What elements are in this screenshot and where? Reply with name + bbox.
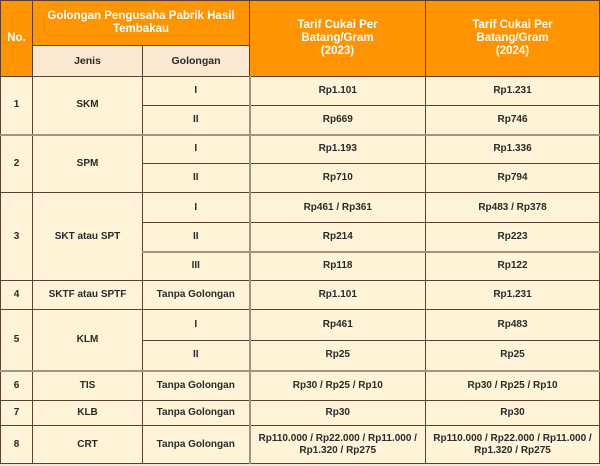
row-tarif-2023: Rp710 <box>249 163 426 193</box>
row-golongan: I <box>142 309 251 341</box>
row-jenis: CRT <box>32 425 143 464</box>
row-tarif-2024: Rp223 <box>425 222 600 252</box>
row-golongan: Tanpa Golongan <box>142 280 251 310</box>
header-jenis: Jenis <box>32 45 143 77</box>
table-row: 2 SPM I Rp1.193 Rp1.336 <box>0 133 600 193</box>
table-row: 3 SKT atau SPT I Rp461 / Rp361 Rp483 / R… <box>0 192 600 281</box>
row-tarif-2024: Rp483 / Rp378 <box>425 192 600 223</box>
table-row: II Rp669 Rp746 <box>1 105 600 135</box>
table-row: II Rp214 Rp223 <box>1 222 600 252</box>
row-golongan: I <box>142 76 251 106</box>
row-no: 2 <box>0 133 33 193</box>
row-tarif-2024: Rp1.336 <box>425 133 600 164</box>
row-tarif-2023: Rp461 <box>249 309 426 341</box>
row-jenis: SPM <box>32 133 143 193</box>
row-golongan: Tanpa Golongan <box>142 425 251 464</box>
table-row: III Rp118 Rp122 <box>1 250 600 281</box>
table-row: II Rp710 Rp794 <box>1 163 600 193</box>
header-golongan: Golongan <box>142 45 250 77</box>
row-golongan: II <box>142 222 251 252</box>
row-tarif-2024: Rp110.000 / Rp22.000 / Rp11.000 / Rp1.32… <box>425 425 600 464</box>
row-tarif-2023: Rp1.101 <box>249 76 426 106</box>
row-tarif-2024: Rp746 <box>425 105 600 135</box>
row-jenis: KLM <box>32 309 143 371</box>
row-tarif-2024: Rp483 <box>425 309 600 341</box>
header-group-title: Golongan Pengusaha Pabrik Hasil Tembakau <box>32 0 250 46</box>
row-golongan: II <box>142 340 251 371</box>
table-row: 6 TIS Tanpa Golongan Rp30 / Rp25 / Rp10 … <box>0 369 600 401</box>
row-tarif-2023: Rp25 <box>249 340 426 371</box>
row-jenis: TIS <box>32 369 143 401</box>
row-jenis: SKM <box>32 76 143 135</box>
row-tarif-2023: Rp214 <box>249 222 426 252</box>
row-tarif-2024: Rp25 <box>425 340 600 371</box>
row-tarif-2024: Rp30 <box>425 400 600 426</box>
row-tarif-2023: Rp1.193 <box>249 133 426 164</box>
row-no: 5 <box>0 309 33 371</box>
header-tarif-2024: Tarif Cukai Per Batang/Gram (2024) <box>425 0 600 77</box>
table-row: 5 KLM I Rp461 Rp483 <box>0 309 600 371</box>
row-golongan: III <box>142 250 251 281</box>
table-row: 7 KLB Tanpa Golongan Rp30 Rp30 <box>0 400 600 426</box>
row-tarif-2024: Rp1.231 <box>425 280 600 310</box>
row-tarif-2023: Rp110.000 / Rp22.000 / Rp11.000 / Rp1.32… <box>249 425 426 464</box>
row-tarif-2024: Rp1.231 <box>425 76 600 106</box>
row-no: 1 <box>0 76 33 135</box>
row-tarif-2024: Rp794 <box>425 163 600 193</box>
row-no: 4 <box>0 280 33 310</box>
row-jenis: SKTF atau SPTF <box>32 280 143 310</box>
row-golongan: I <box>142 133 251 164</box>
row-golongan: II <box>142 163 251 193</box>
row-no: 8 <box>0 425 33 464</box>
row-tarif-2023: Rp669 <box>249 105 426 135</box>
row-golongan: Tanpa Golongan <box>142 369 251 401</box>
header-tarif-2023: Tarif Cukai Per Batang/Gram (2023) <box>249 0 426 77</box>
row-jenis: SKT atau SPT <box>32 192 143 281</box>
table-body: 1 SKM I Rp1.101 Rp1.231 II Rp669 Rp746 2… <box>0 76 600 464</box>
table-header: No. Golongan Pengusaha Pabrik Hasil Temb… <box>0 0 600 77</box>
row-tarif-2024: Rp122 <box>425 250 600 281</box>
table-row: 4 SKTF atau SPTF Tanpa Golongan Rp1.101 … <box>0 280 600 310</box>
row-tarif-2023: Rp118 <box>249 250 426 281</box>
table-row: II Rp25 Rp25 <box>1 340 600 371</box>
header-no: No. <box>0 0 33 77</box>
row-tarif-2023: Rp1.101 <box>249 280 426 310</box>
row-golongan: II <box>142 105 251 135</box>
row-golongan: I <box>142 192 251 223</box>
row-tarif-2023: Rp30 / Rp25 / Rp10 <box>249 369 426 401</box>
row-no: 3 <box>0 192 33 281</box>
row-no: 7 <box>0 400 33 426</box>
row-tarif-2023: Rp30 <box>249 400 426 426</box>
table-row: 8 CRT Tanpa Golongan Rp110.000 / Rp22.00… <box>0 425 600 464</box>
row-no: 6 <box>0 369 33 401</box>
row-jenis: KLB <box>32 400 143 426</box>
row-tarif-2024: Rp30 / Rp25 / Rp10 <box>425 369 600 401</box>
row-golongan: Tanpa Golongan <box>142 400 251 426</box>
table-row: 1 SKM I Rp1.101 Rp1.231 <box>0 76 600 135</box>
row-tarif-2023: Rp461 / Rp361 <box>249 192 426 223</box>
